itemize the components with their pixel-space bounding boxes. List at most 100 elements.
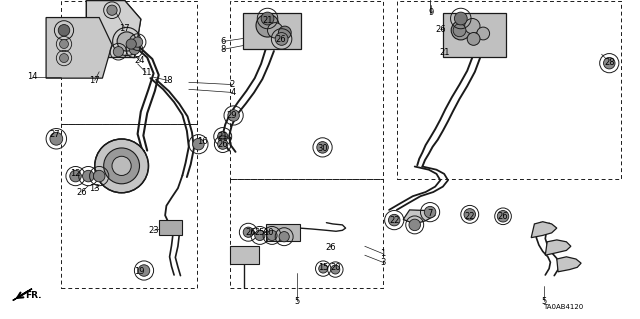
Circle shape xyxy=(317,142,328,153)
Polygon shape xyxy=(46,18,112,78)
Circle shape xyxy=(83,170,94,182)
Text: 4: 4 xyxy=(230,88,236,97)
Circle shape xyxy=(218,139,228,149)
Text: 26: 26 xyxy=(218,140,228,149)
Text: 12: 12 xyxy=(70,169,81,178)
Text: 26: 26 xyxy=(435,25,445,34)
Text: 23: 23 xyxy=(148,226,159,235)
Circle shape xyxy=(193,138,204,150)
Circle shape xyxy=(60,40,68,48)
Bar xyxy=(230,246,259,264)
Circle shape xyxy=(126,39,136,49)
Polygon shape xyxy=(557,257,581,272)
Text: 5: 5 xyxy=(294,297,300,306)
Text: 21: 21 xyxy=(262,16,273,25)
Bar xyxy=(61,124,197,288)
Circle shape xyxy=(453,24,466,37)
Circle shape xyxy=(275,33,288,45)
Circle shape xyxy=(113,47,124,57)
Text: 26: 26 xyxy=(246,228,256,237)
Circle shape xyxy=(467,33,480,45)
Bar xyxy=(443,13,506,57)
Circle shape xyxy=(129,44,140,55)
Circle shape xyxy=(268,23,283,38)
Text: 17: 17 xyxy=(120,24,130,33)
Text: 26: 26 xyxy=(77,188,87,197)
Circle shape xyxy=(409,219,420,231)
Text: 5: 5 xyxy=(541,297,547,306)
Polygon shape xyxy=(545,240,571,255)
Bar xyxy=(102,150,144,180)
Text: 22: 22 xyxy=(465,212,475,221)
Bar xyxy=(243,13,301,49)
Bar xyxy=(230,1,383,179)
Text: 24: 24 xyxy=(134,56,145,65)
Circle shape xyxy=(331,265,340,274)
Circle shape xyxy=(112,156,131,175)
Circle shape xyxy=(279,232,289,242)
Polygon shape xyxy=(86,1,141,57)
Bar xyxy=(159,220,182,235)
Text: 2: 2 xyxy=(229,80,234,89)
Text: 21: 21 xyxy=(218,132,228,141)
Circle shape xyxy=(319,264,328,273)
Text: 26: 26 xyxy=(325,243,335,252)
Text: 19: 19 xyxy=(134,267,145,276)
Text: 30: 30 xyxy=(317,144,328,153)
Circle shape xyxy=(451,21,470,40)
Bar xyxy=(230,179,383,288)
Circle shape xyxy=(60,54,68,63)
Circle shape xyxy=(278,26,291,39)
Bar xyxy=(266,224,300,241)
Circle shape xyxy=(107,5,117,15)
Circle shape xyxy=(267,230,277,241)
Text: 7: 7 xyxy=(428,209,433,218)
Text: 17: 17 xyxy=(90,76,100,85)
Text: 13: 13 xyxy=(90,184,100,193)
Polygon shape xyxy=(531,222,557,238)
Circle shape xyxy=(243,227,253,237)
Circle shape xyxy=(132,37,143,47)
Text: 10: 10 xyxy=(264,228,274,237)
Text: 9: 9 xyxy=(429,8,434,17)
Circle shape xyxy=(497,211,509,222)
Bar xyxy=(397,1,621,179)
Bar xyxy=(61,1,197,124)
Circle shape xyxy=(104,148,140,184)
Circle shape xyxy=(454,12,467,25)
Text: FR.: FR. xyxy=(25,291,42,300)
Circle shape xyxy=(388,214,400,226)
Text: 25: 25 xyxy=(255,228,265,237)
Circle shape xyxy=(50,132,63,145)
Text: 26: 26 xyxy=(275,35,285,44)
Circle shape xyxy=(256,14,279,37)
Circle shape xyxy=(95,139,148,193)
Text: 27: 27 xyxy=(50,130,60,139)
Circle shape xyxy=(93,170,105,182)
Text: 14: 14 xyxy=(27,72,37,81)
Circle shape xyxy=(255,230,265,241)
Circle shape xyxy=(228,110,239,121)
Text: 18: 18 xyxy=(163,76,173,85)
Text: TA0AB4120: TA0AB4120 xyxy=(543,304,583,310)
Circle shape xyxy=(424,206,436,218)
Circle shape xyxy=(70,170,81,182)
Circle shape xyxy=(465,19,480,34)
Circle shape xyxy=(218,131,228,142)
Text: 22: 22 xyxy=(389,216,399,225)
Circle shape xyxy=(261,12,274,25)
Circle shape xyxy=(58,25,70,36)
Circle shape xyxy=(117,32,136,51)
Text: 21: 21 xyxy=(439,48,449,57)
Polygon shape xyxy=(403,210,435,224)
Circle shape xyxy=(477,27,490,40)
Circle shape xyxy=(464,209,476,220)
Text: 16: 16 xyxy=(198,137,208,146)
Text: 15: 15 xyxy=(319,263,329,272)
Text: 6: 6 xyxy=(220,37,225,46)
Text: 28: 28 xyxy=(604,58,614,67)
Text: 8: 8 xyxy=(220,45,225,54)
Circle shape xyxy=(604,57,615,69)
Text: 29: 29 xyxy=(227,111,237,120)
Text: 11: 11 xyxy=(141,68,151,77)
